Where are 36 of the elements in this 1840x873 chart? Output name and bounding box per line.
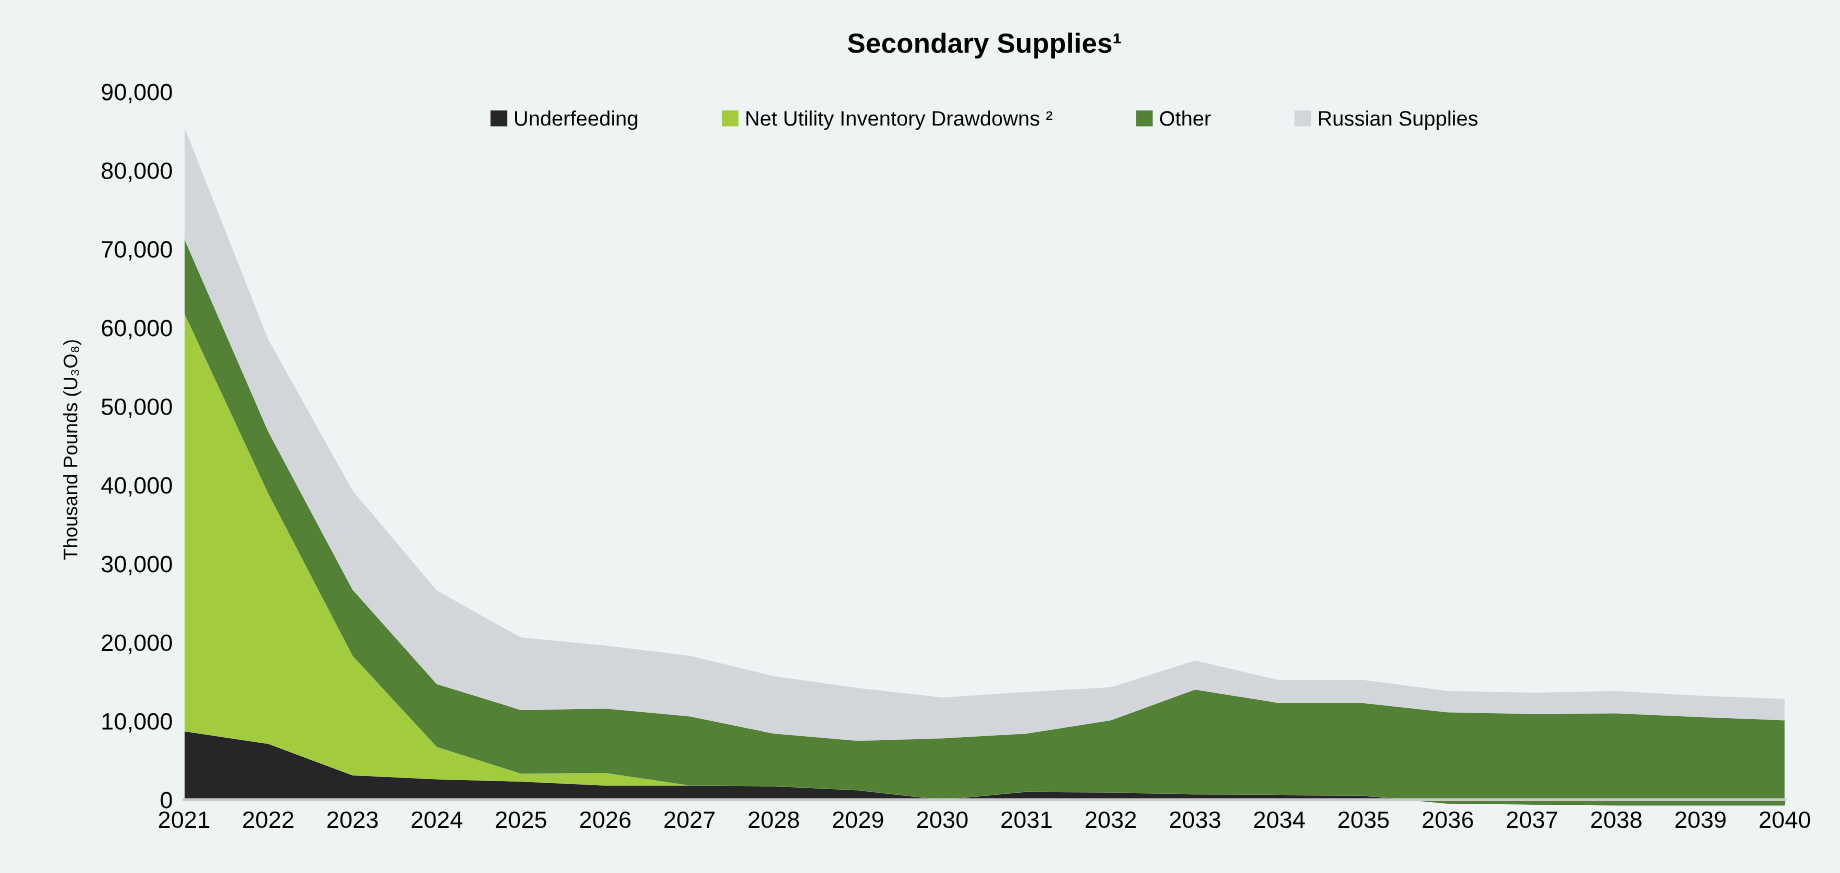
x-tick-label: 2039 xyxy=(1675,811,1726,829)
chart-title: Secondary Supplies¹ xyxy=(847,32,1121,59)
x-tick-label: 2030 xyxy=(917,811,968,829)
x-tick-label: 2026 xyxy=(580,811,631,829)
x-tick-label: 2032 xyxy=(1085,811,1136,829)
x-tick-label: 2027 xyxy=(664,811,715,829)
x-tick-label: 2034 xyxy=(1254,811,1305,829)
x-tick-label: 2038 xyxy=(1591,811,1642,829)
y-tick-label: 50,000 xyxy=(101,398,172,418)
y-tick-label: 30,000 xyxy=(101,555,172,576)
y-tick-label: 10,000 xyxy=(102,713,172,733)
x-tick-label: 2025 xyxy=(495,811,547,829)
x-tick-label: 2021 xyxy=(158,811,210,829)
y-tick-label: 0 xyxy=(160,791,172,809)
legend-label: Underfeeding xyxy=(515,110,638,130)
y-tick-label: 60,000 xyxy=(101,319,172,340)
y-tick-label: 40,000 xyxy=(101,477,172,497)
x-tick-label: 2031 xyxy=(1001,811,1052,829)
legend-label: Russian Supplies xyxy=(1319,110,1478,130)
y-tick-label: 20,000 xyxy=(101,634,172,654)
y-tick-label: 70,000 xyxy=(101,241,172,261)
legend-label: Net Utility Inventory Drawdowns ² xyxy=(746,110,1053,130)
y-tick-label: 80,000 xyxy=(101,162,172,182)
x-tick-label: 2028 xyxy=(748,811,800,829)
y-tick-label: 90,000 xyxy=(101,83,172,104)
legend-label: Other xyxy=(1159,110,1211,126)
x-tick-label: 2035 xyxy=(1338,811,1389,829)
x-tick-label: 2024 xyxy=(411,811,463,829)
y-axis-title: Thousand Pounds (U₃O₈) xyxy=(63,340,82,560)
x-tick-label: 2023 xyxy=(327,811,378,829)
x-tick-label: 2033 xyxy=(1169,811,1221,829)
x-tick-label: 2022 xyxy=(243,811,294,829)
x-tick-label: 2029 xyxy=(832,811,884,829)
x-tick-label: 2037 xyxy=(1506,811,1558,829)
x-tick-label: 2036 xyxy=(1422,811,1474,829)
x-tick-label: 2040 xyxy=(1759,811,1811,829)
